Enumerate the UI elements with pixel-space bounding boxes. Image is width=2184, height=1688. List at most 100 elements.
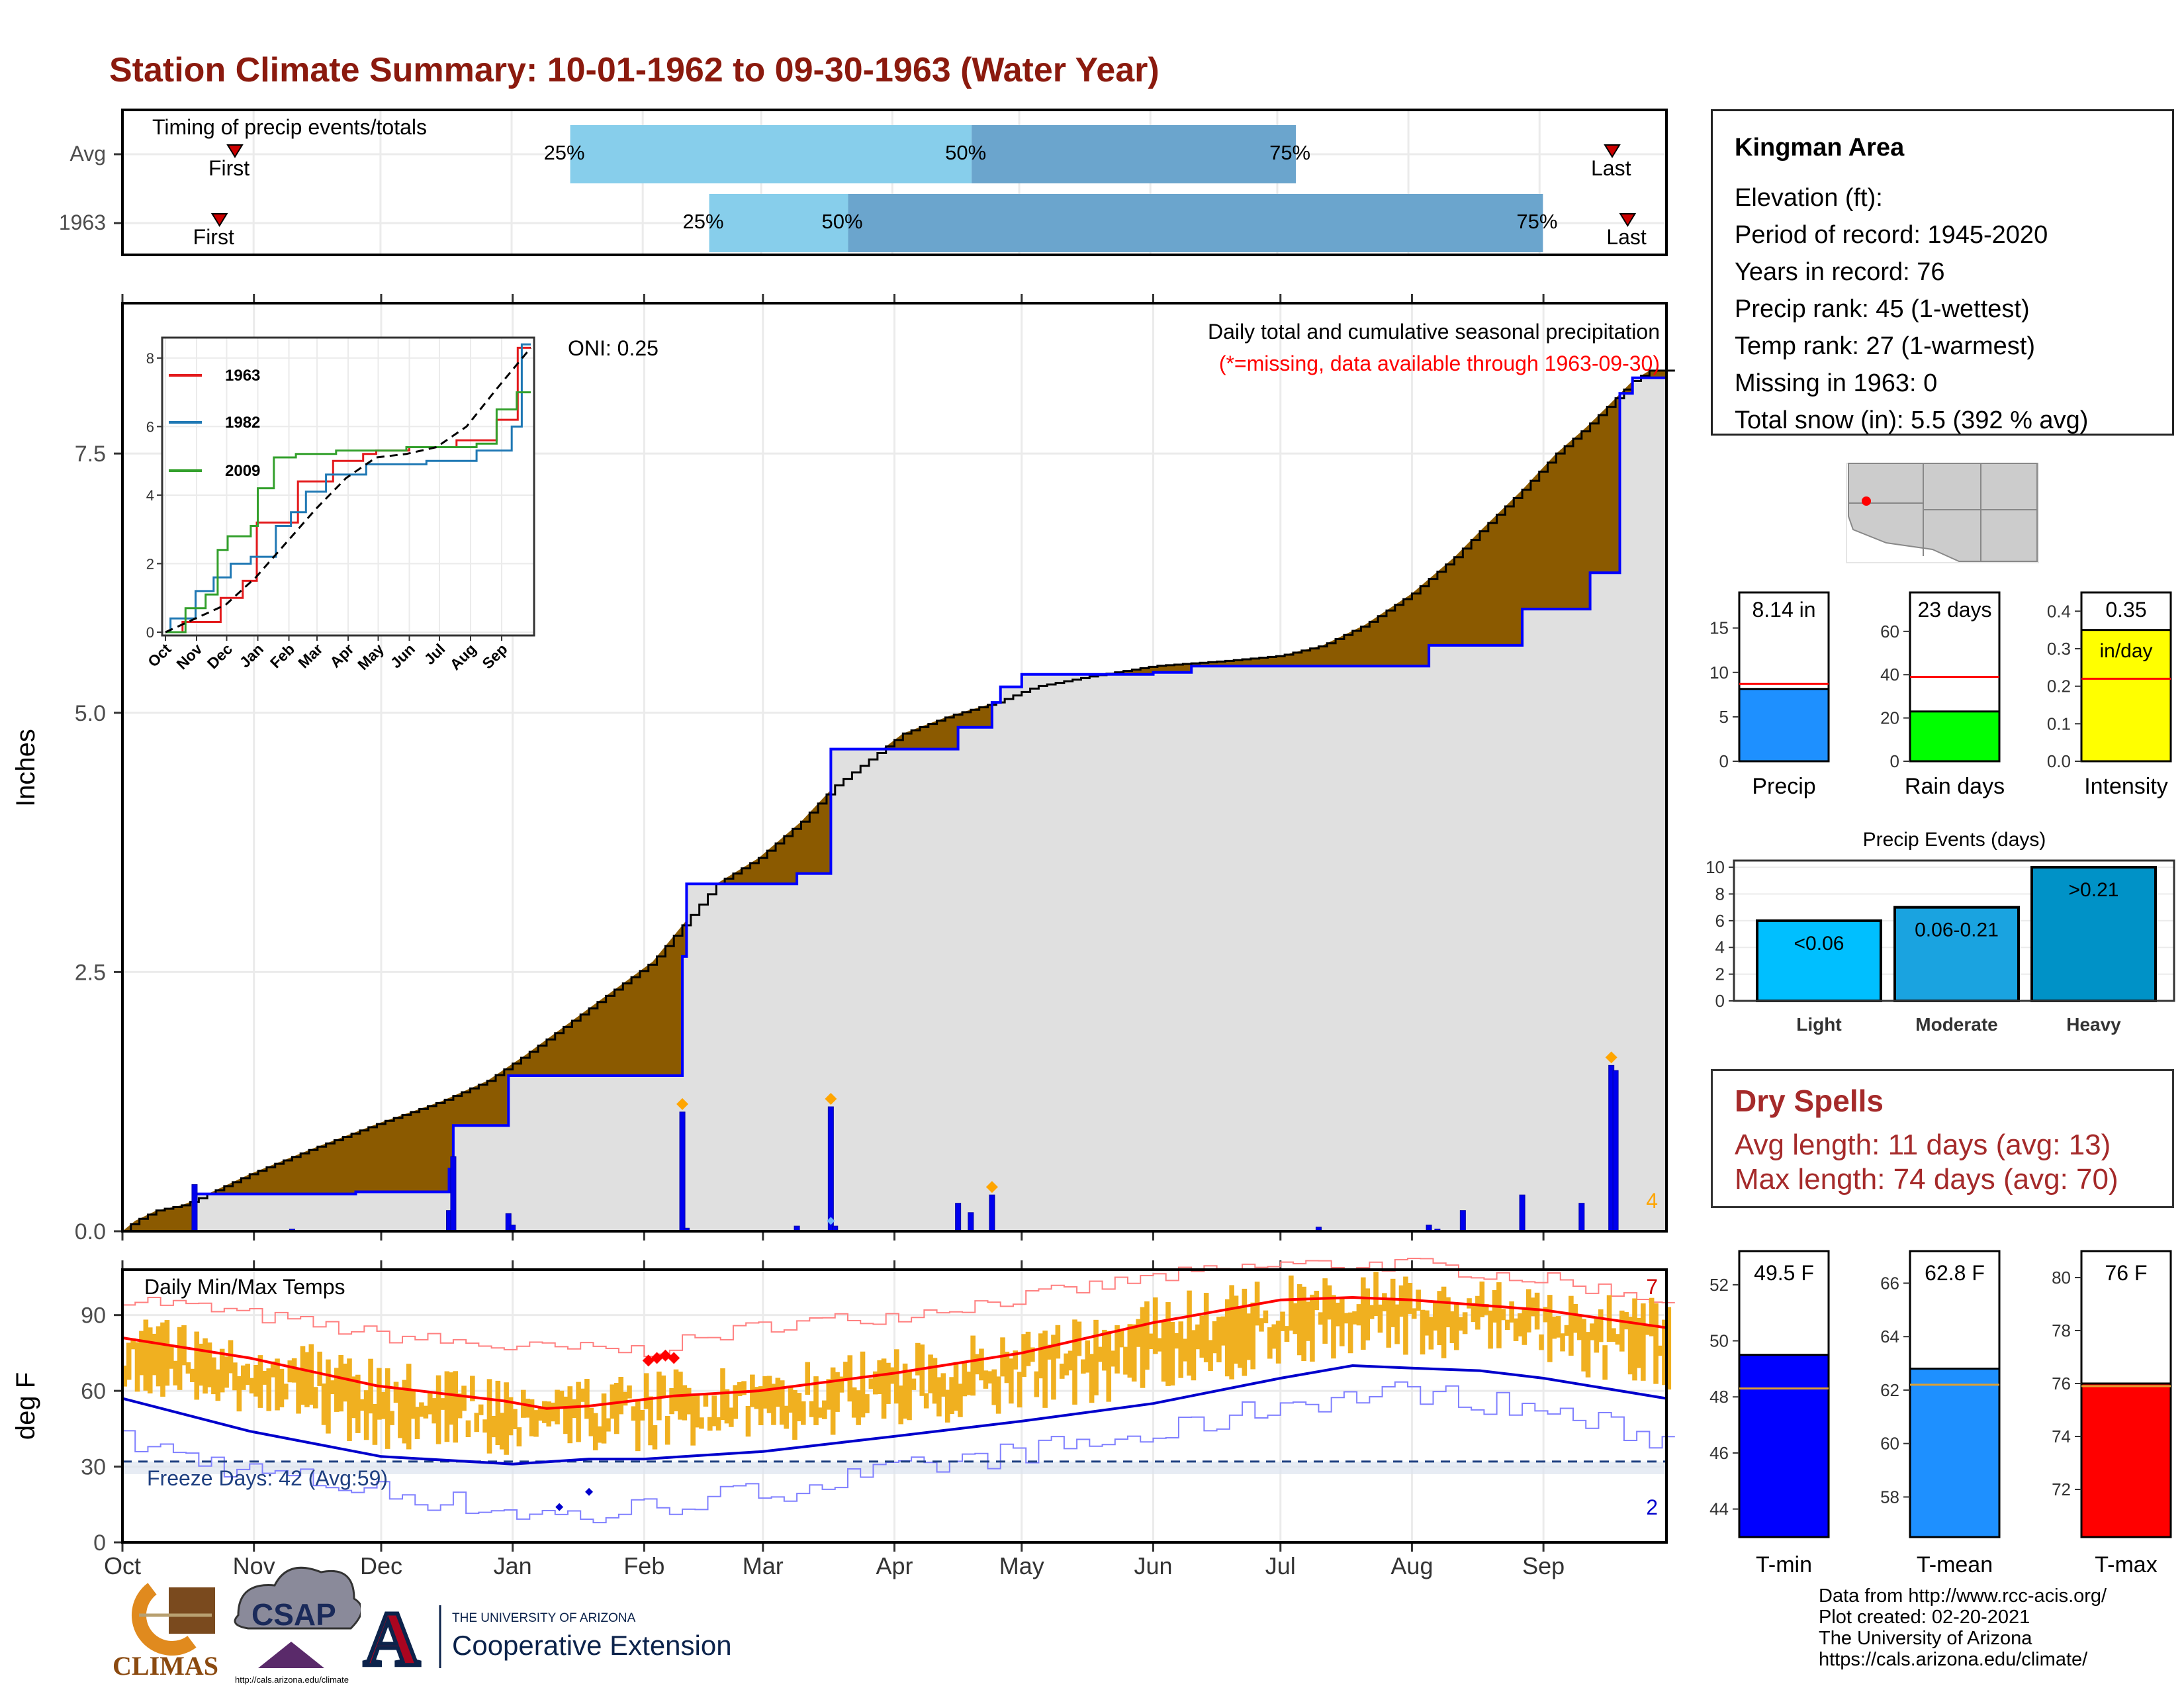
daily-temp-range-bar bbox=[886, 1362, 891, 1404]
intensity-unit-label: in/day bbox=[2099, 640, 2152, 662]
diamond-marker-icon bbox=[827, 1217, 835, 1225]
daily-temp-range-bar bbox=[177, 1327, 183, 1390]
summary-y-tick-label: 0.1 bbox=[2047, 714, 2071, 733]
daily-temp-range-bar bbox=[1106, 1331, 1112, 1402]
daily-temp-range-bar bbox=[1322, 1278, 1328, 1344]
daily-temp-range-bar bbox=[1305, 1301, 1311, 1341]
daily-temp-range-bar bbox=[377, 1368, 382, 1420]
daily-temp-range-bar bbox=[1009, 1358, 1014, 1404]
daily-temp-range-bar bbox=[1386, 1297, 1392, 1348]
daily-temp-range-bar bbox=[249, 1378, 255, 1394]
timing-bar-50-75 bbox=[972, 125, 1297, 183]
daily-temp-range-bar bbox=[359, 1399, 365, 1411]
dry-spells-max: Max length: 74 days (avg: 70) bbox=[1735, 1163, 2118, 1196]
daily-temp-range-bar bbox=[822, 1400, 827, 1419]
daily-temp-range-bar bbox=[326, 1359, 331, 1434]
daily-temp-range-bar bbox=[800, 1401, 806, 1425]
daily-temp-range-bar bbox=[385, 1368, 390, 1449]
events-bar-label: >0.21 bbox=[2069, 879, 2119, 901]
summary-y-tick-label: 60 bbox=[1880, 622, 1899, 641]
daily-temp-range-bar bbox=[347, 1358, 352, 1441]
daily-temp-range-bar bbox=[686, 1387, 692, 1415]
timing-p50-label: 50% bbox=[945, 141, 986, 164]
x-tick-label: Jun bbox=[1134, 1552, 1172, 1579]
daily-temp-range-bar bbox=[835, 1372, 840, 1412]
cumulative-current-line bbox=[122, 369, 1675, 1233]
daily-temp-range-bar bbox=[435, 1375, 441, 1444]
daily-temp-range-bar bbox=[1377, 1304, 1383, 1333]
x-tick-label: Aug bbox=[1390, 1552, 1433, 1579]
daily-temp-range-bar bbox=[1289, 1275, 1294, 1331]
y-tick-label: 0 bbox=[93, 1530, 106, 1556]
temp-summary-category-label: T-min bbox=[1756, 1552, 1812, 1577]
daily-temp-range-bar bbox=[1403, 1276, 1408, 1355]
dry-spells-avg: Avg length: 11 days (avg: 13) bbox=[1735, 1129, 2111, 1161]
daily-temp-range-bar bbox=[1394, 1304, 1400, 1344]
daily-temp-range-bar bbox=[1051, 1335, 1056, 1400]
logos: CLIMAS CSAP http://cals.arizona.edu/climat… bbox=[113, 1566, 732, 1685]
daily-temp-range-bar bbox=[1347, 1312, 1353, 1354]
daily-temp-range-bar bbox=[928, 1354, 933, 1393]
daily-temp-range-bar bbox=[788, 1387, 794, 1413]
daily-temp-range-bar bbox=[639, 1409, 645, 1421]
daily-temp-range-bar bbox=[792, 1389, 797, 1440]
daily-temp-range-bar bbox=[949, 1377, 954, 1415]
daily-temp-range-bar bbox=[432, 1398, 437, 1424]
summary-y-tick-label: 15 bbox=[1709, 618, 1729, 638]
daily-precip-bar bbox=[968, 1212, 974, 1232]
daily-temp-range-bar bbox=[1301, 1286, 1306, 1361]
daily-temp-range-bar bbox=[758, 1386, 764, 1425]
events-bar bbox=[1756, 919, 1882, 1003]
temp-summary-y-tick-label: 48 bbox=[1709, 1387, 1729, 1407]
summary-category-label: Intensity bbox=[2084, 774, 2168, 799]
daily-temp-range-bar bbox=[1496, 1282, 1502, 1348]
diamond-marker-icon bbox=[642, 1354, 655, 1367]
daily-temp-range-bar bbox=[440, 1398, 445, 1410]
events-category-label: Light bbox=[1796, 1014, 1841, 1035]
daily-temp-range-bar bbox=[915, 1342, 921, 1376]
daily-temp-range-bar bbox=[504, 1382, 509, 1455]
timing-last-label: Last bbox=[1591, 156, 1631, 180]
freeze-days-label: Freeze Days: 42 (Avg:59) bbox=[147, 1466, 388, 1490]
daily-temp-range-bar bbox=[966, 1372, 972, 1395]
daily-temp-range-bar bbox=[1318, 1312, 1324, 1325]
daily-temp-range-bar bbox=[1250, 1302, 1255, 1370]
daily-temp-range-bar bbox=[631, 1406, 637, 1421]
daily-temp-range-bar bbox=[1118, 1329, 1124, 1348]
y-axis-label: Inches bbox=[11, 729, 40, 807]
station-name: Kingman Area bbox=[1735, 134, 1905, 162]
daily-temp-range-bar bbox=[559, 1390, 565, 1409]
timing-title: Timing of precip events/totals bbox=[152, 115, 427, 139]
csap-url-text: http://cals.arizona.edu/climate bbox=[235, 1675, 349, 1685]
inset-legend-label: 1963 bbox=[225, 367, 260, 385]
daily-temp-range-bar bbox=[1055, 1325, 1061, 1359]
record-high-count: 7 bbox=[1646, 1275, 1658, 1299]
daily-temp-range-bar bbox=[745, 1405, 751, 1437]
daily-temp-range-bar bbox=[508, 1397, 514, 1436]
daily-temp-range-bar bbox=[1479, 1281, 1485, 1317]
daily-temp-range-bar bbox=[1632, 1298, 1637, 1381]
summary-value-label: 0.35 bbox=[2105, 598, 2146, 622]
daily-temp-range-bar bbox=[304, 1352, 310, 1407]
daily-temp-range-bar bbox=[1131, 1324, 1137, 1382]
daily-temp-range-bar bbox=[1093, 1319, 1099, 1395]
daily-temp-range-bar bbox=[427, 1393, 433, 1415]
daily-temp-range-bar bbox=[1666, 1307, 1672, 1390]
summary-y-tick-label: 10 bbox=[1709, 663, 1729, 682]
daily-temp-range-bar bbox=[1525, 1289, 1531, 1333]
temp-summary-y-tick-label: 78 bbox=[2052, 1321, 2071, 1340]
daily-temp-range-bar bbox=[576, 1382, 581, 1442]
inset-legend-label: 2009 bbox=[225, 462, 260, 480]
daily-temp-range-bar bbox=[1140, 1307, 1146, 1388]
y-tick-label: 5.0 bbox=[75, 701, 106, 726]
summary-y-tick-label: 0 bbox=[1719, 751, 1729, 771]
daily-temp-range-bar bbox=[381, 1391, 387, 1419]
daily-temp-range-bar bbox=[1636, 1317, 1642, 1368]
daily-temp-range-bar bbox=[1004, 1351, 1010, 1383]
daily-temp-range-bar bbox=[991, 1369, 997, 1405]
daily-temp-range-bar bbox=[1144, 1301, 1150, 1370]
summary-y-tick-label: 40 bbox=[1880, 665, 1899, 684]
daily-temp-range-bar bbox=[143, 1319, 149, 1391]
daily-temp-range-bar bbox=[482, 1419, 488, 1433]
station-line: Missing in 1963: 0 bbox=[1735, 369, 1938, 397]
